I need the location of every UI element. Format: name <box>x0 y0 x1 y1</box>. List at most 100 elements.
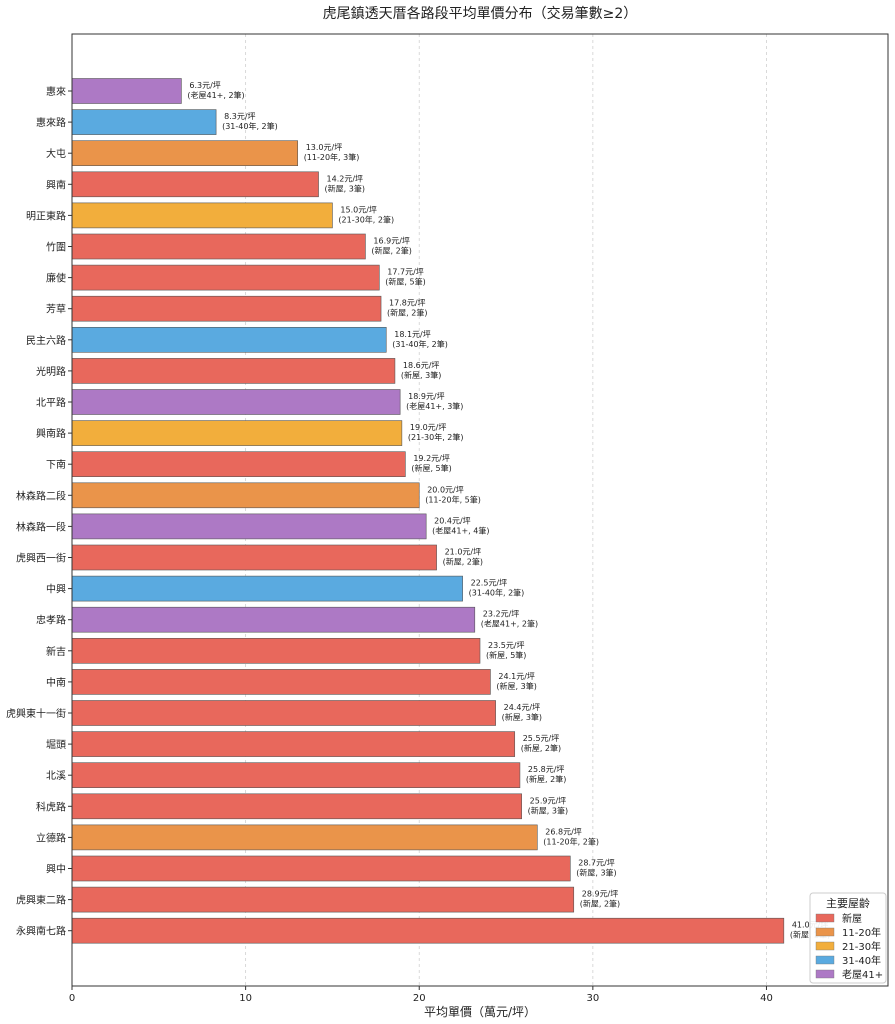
bar <box>71 731 516 757</box>
data-label-detail: (31-40年, 2筆) <box>469 588 525 598</box>
x-tick-label: 40 <box>760 993 773 1004</box>
x-tick-label: 0 <box>69 993 75 1004</box>
data-label-price: 24.4元/坪 <box>504 703 541 712</box>
data-label-price: 18.6元/坪 <box>403 361 440 370</box>
bar <box>71 358 396 384</box>
category-label: 興南路 <box>36 427 66 440</box>
data-label-price: 15.0元/坪 <box>340 205 377 214</box>
category-label: 下南 <box>46 458 66 471</box>
bar <box>71 824 538 851</box>
category-label: 忠孝路 <box>36 614 66 627</box>
data-label-price: 28.7元/坪 <box>578 859 615 868</box>
data-label-price: 25.8元/坪 <box>528 765 565 774</box>
bar <box>71 886 575 913</box>
bar <box>71 171 319 198</box>
data-label-detail: (11-20年, 5筆) <box>425 494 481 504</box>
x-axis-label: 平均單價（萬元/坪） <box>424 1005 536 1019</box>
legend-swatch <box>815 969 835 979</box>
category-label: 中興 <box>46 583 66 596</box>
bar <box>71 420 403 446</box>
legend-swatch <box>815 913 835 923</box>
category-label: 林森路一段 <box>16 520 66 533</box>
category-label: 北平路 <box>36 396 66 409</box>
data-label-price: 24.1元/坪 <box>498 672 535 681</box>
data-label-detail: (新屋, 5筆) <box>486 650 526 660</box>
category-label: 科虎路 <box>36 800 66 813</box>
data-label-detail: (新屋, 3筆) <box>528 805 568 815</box>
legend-label: 老屋41+ <box>842 968 883 981</box>
category-label: 廉使 <box>46 272 66 285</box>
data-label-detail: (21-30年, 2筆) <box>408 432 464 442</box>
bar <box>71 700 496 726</box>
category-label: 虎興東二路 <box>16 894 66 907</box>
data-label-detail: (新屋, 3筆) <box>325 183 365 193</box>
bar <box>71 78 182 104</box>
data-label-price: 16.9元/坪 <box>373 237 410 246</box>
data-label-price: 23.5元/坪 <box>488 641 525 650</box>
data-label-price: 17.8元/坪 <box>389 299 426 308</box>
data-label-price: 25.5元/坪 <box>523 734 560 743</box>
category-label: 芳草 <box>46 303 66 316</box>
bar <box>71 917 785 944</box>
category-label: 光明路 <box>36 365 66 378</box>
category-label: 虎興東十一街 <box>6 707 66 720</box>
bar <box>71 233 366 260</box>
bar <box>71 513 427 540</box>
bar <box>71 637 481 664</box>
data-label-detail: (新屋, 3筆) <box>502 712 542 722</box>
bar <box>71 575 463 602</box>
bar <box>71 326 387 353</box>
plot-frame <box>71 33 889 987</box>
category-label: 中南 <box>46 676 66 689</box>
data-label-price: 19.2元/坪 <box>413 454 450 463</box>
category-label: 北溪 <box>46 770 66 782</box>
bar <box>71 109 217 135</box>
bar <box>71 295 382 322</box>
data-label-price: 20.0元/坪 <box>427 485 464 494</box>
bar <box>71 264 380 291</box>
legend-label: 21-30年 <box>842 940 881 953</box>
data-label-price: 19.0元/坪 <box>410 423 447 432</box>
data-labels: 6.3元/坪(老屋41+, 2筆)8.3元/坪(31-40年, 2筆)13.0元… <box>187 81 830 940</box>
category-label: 永興南七路 <box>16 925 66 938</box>
chart-title: 虎尾鎮透天厝各路段平均單價分布（交易筆數≥2） <box>323 5 638 22</box>
category-label: 明正東路 <box>26 209 66 222</box>
bar <box>71 482 420 509</box>
bar <box>71 855 571 882</box>
bar <box>71 762 521 789</box>
data-label-price: 22.5元/坪 <box>471 579 508 588</box>
legend-label: 31-40年 <box>842 954 881 967</box>
category-label: 民主六路 <box>26 334 66 347</box>
bar <box>71 606 476 633</box>
data-label-price: 21.0元/坪 <box>445 548 482 557</box>
bar <box>71 544 437 571</box>
data-label-detail: (新屋, 2筆) <box>580 899 620 909</box>
data-label-detail: (新屋, 2筆) <box>443 557 483 567</box>
data-label-price: 17.7元/坪 <box>387 268 424 277</box>
data-label-detail: (新屋, 3筆) <box>576 868 616 878</box>
bar <box>71 202 333 229</box>
data-label-price: 23.2元/坪 <box>483 610 520 619</box>
legend-swatch <box>815 941 835 951</box>
category-label: 立德路 <box>36 831 66 844</box>
category-label: 興南 <box>46 178 66 191</box>
data-label-detail: (新屋, 3筆) <box>496 681 536 691</box>
legend-label: 新屋 <box>842 912 862 925</box>
data-label-detail: (老屋41+, 2筆) <box>187 90 244 100</box>
data-label-detail: (新屋, 3筆) <box>401 370 441 380</box>
data-label-price: 6.3元/坪 <box>189 81 220 90</box>
data-label-detail: (新屋, 2筆) <box>371 246 411 256</box>
category-label: 惠來路 <box>36 116 66 129</box>
data-label-detail: (新屋, 2筆) <box>387 308 427 318</box>
category-label: 虎興西一街 <box>16 552 66 565</box>
data-label-price: 20.4元/坪 <box>434 516 471 525</box>
data-label-price: 14.2元/坪 <box>327 174 364 183</box>
y-axis-categories: 惠來惠來路大屯興南明正東路竹圍廉使芳草民主六路光明路北平路興南路下南林森路二段林… <box>6 85 72 938</box>
data-label-detail: (新屋, 5筆) <box>411 463 451 473</box>
data-label-detail: (老屋41+, 2筆) <box>481 619 538 629</box>
x-axis-ticks: 0 10 20 30 40 <box>69 986 773 1004</box>
data-label-price: 13.0元/坪 <box>306 143 343 152</box>
